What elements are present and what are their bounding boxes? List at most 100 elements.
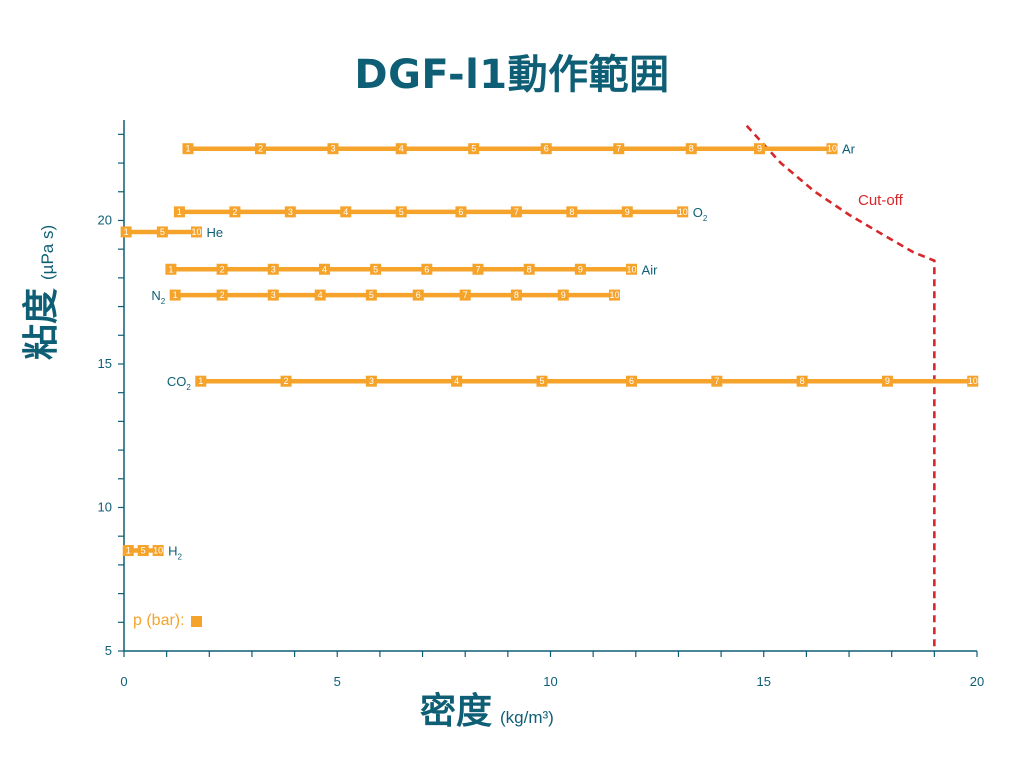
pressure-marker-label: 5 <box>399 207 404 217</box>
pressure-marker <box>626 263 638 275</box>
pressure-marker-label: 7 <box>714 376 719 386</box>
pressure-marker-label: 8 <box>689 144 694 154</box>
pressure-legend-label: p (bar): <box>133 612 185 629</box>
pressure-marker <box>365 289 377 301</box>
pressure-marker-label: 6 <box>544 144 549 154</box>
x-tick-label: 10 <box>543 674 557 689</box>
pressure-marker <box>182 143 194 155</box>
pressure-marker <box>395 206 407 218</box>
pressure-marker-label: 3 <box>271 290 276 300</box>
pressure-marker-label: 7 <box>463 290 468 300</box>
pressure-marker-label: 2 <box>232 207 237 217</box>
series-name-label: He <box>207 225 224 240</box>
pressure-marker-label: 8 <box>800 376 805 386</box>
pressure-marker-label: 1 <box>124 227 129 237</box>
pressure-marker <box>523 263 535 275</box>
pressure-marker <box>120 226 132 238</box>
pressure-marker <box>122 545 134 557</box>
pressure-marker-label: 7 <box>616 144 621 154</box>
series-ar: 1 2 3 4 5 6 7 8 9 10 Ar <box>182 142 856 157</box>
pressure-marker <box>365 375 377 387</box>
pressure-marker-label: 1 <box>198 376 203 386</box>
pressure-marker-label: 9 <box>561 290 566 300</box>
pressure-marker-label: 10 <box>627 264 637 274</box>
pressure-marker-label: 4 <box>322 264 327 274</box>
y-axis-label: 粘度 (µPa s) <box>12 225 64 360</box>
pressure-legend: p (bar): <box>133 612 202 630</box>
pressure-marker <box>340 206 352 218</box>
pressure-marker-label: 4 <box>318 290 323 300</box>
pressure-marker-label: 4 <box>399 144 404 154</box>
pressure-marker <box>711 375 723 387</box>
pressure-marker <box>455 206 467 218</box>
pressure-marker <box>229 206 241 218</box>
pressure-marker-label: 1 <box>126 546 131 556</box>
pressure-marker <box>165 263 177 275</box>
pressure-marker <box>137 545 149 557</box>
pressure-marker <box>280 375 292 387</box>
pressure-marker-label: 10 <box>827 144 837 154</box>
series-name-label: CO2 <box>167 374 192 392</box>
y-tick-label: 10 <box>98 499 112 514</box>
pressure-marker-label: 6 <box>424 264 429 274</box>
pressure-marker <box>395 143 407 155</box>
pressure-marker <box>254 143 266 155</box>
series-name-label: H2 <box>168 544 182 562</box>
pressure-marker-label: 6 <box>629 376 634 386</box>
pressure-marker <box>216 263 228 275</box>
y-axis-unit: (µPa s) <box>38 224 57 280</box>
pressure-marker <box>267 289 279 301</box>
series-name-label: O2 <box>693 205 708 223</box>
pressure-marker-label: 2 <box>220 264 225 274</box>
pressure-marker-label: 2 <box>284 376 289 386</box>
pressure-marker <box>685 143 697 155</box>
pressure-marker-label: 4 <box>343 207 348 217</box>
pressure-marker-label: 6 <box>416 290 421 300</box>
pressure-marker-label: 5 <box>369 290 374 300</box>
pressure-marker <box>314 289 326 301</box>
pressure-marker-label: 10 <box>678 207 688 217</box>
x-axis-label: 密度 (kg/m³) <box>420 682 554 734</box>
pressure-marker <box>451 375 463 387</box>
pressure-marker <box>796 375 808 387</box>
y-axis-label-text: 粘度 <box>21 287 62 360</box>
pressure-marker-label: 10 <box>153 546 163 556</box>
pressure-marker-label: 9 <box>885 376 890 386</box>
pressure-marker <box>621 206 633 218</box>
pressure-legend-swatch <box>190 615 202 627</box>
pressure-marker <box>608 289 620 301</box>
pressure-marker-label: 2 <box>258 144 263 154</box>
pressure-marker-label: 5 <box>160 227 165 237</box>
pressure-marker-label: 1 <box>173 290 178 300</box>
series-he: 1 5 10 He <box>120 225 224 240</box>
series-name-label: Ar <box>842 142 856 157</box>
pressure-marker-label: 7 <box>475 264 480 274</box>
pressure-marker <box>677 206 689 218</box>
pressure-marker <box>169 289 181 301</box>
series-co2: 1 2 3 4 5 6 7 8 9 10 CO2 <box>167 374 979 392</box>
pressure-marker-label: 9 <box>578 264 583 274</box>
pressure-marker <box>826 143 838 155</box>
cutoff-layer <box>745 124 936 651</box>
x-axis-ticks: 0 5 10 15 20 <box>120 651 984 689</box>
pressure-marker <box>195 375 207 387</box>
x-axis-unit: (kg/m³) <box>500 708 554 727</box>
pressure-marker-label: 3 <box>271 264 276 274</box>
pressure-marker <box>267 263 279 275</box>
x-axis-label-text: 密度 <box>420 691 493 732</box>
pressure-marker-label: 3 <box>330 144 335 154</box>
series-n2: 1 2 3 4 5 6 7 8 9 10 N2 <box>151 288 620 306</box>
pressure-marker-label: 2 <box>220 290 225 300</box>
series-o2: 1 2 3 4 5 6 7 8 9 10 O2 <box>173 205 708 223</box>
x-tick-label: 15 <box>757 674 771 689</box>
pressure-marker-label: 6 <box>458 207 463 217</box>
x-tick-label: 20 <box>970 674 984 689</box>
pressure-marker <box>173 206 185 218</box>
pressure-marker <box>510 206 522 218</box>
pressure-marker-label: 10 <box>968 376 978 386</box>
pressure-marker-label: 1 <box>185 144 190 154</box>
pressure-marker <box>881 375 893 387</box>
pressure-marker <box>191 226 203 238</box>
pressure-marker <box>318 263 330 275</box>
pressure-marker <box>156 226 168 238</box>
